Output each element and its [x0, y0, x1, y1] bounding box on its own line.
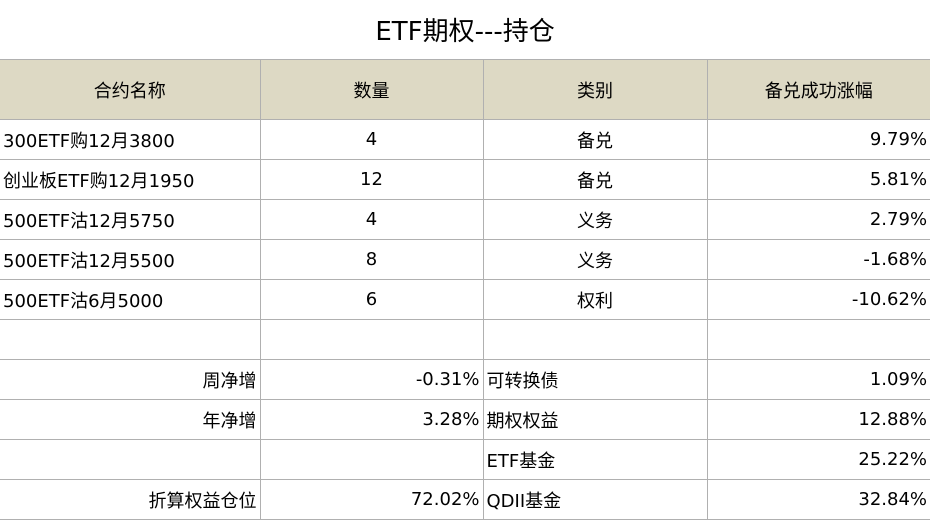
title: ETF期权---持仓: [0, 0, 930, 60]
header-cell: 合约名称: [0, 59, 261, 120]
gain: 5.81%: [706, 159, 930, 200]
category: 备兑: [482, 119, 708, 160]
position-row: 500ETF沽6月5000 6 权利 -10.62%: [0, 279, 930, 320]
position-row: 500ETF沽12月5750 4 义务 2.79%: [0, 199, 930, 240]
allocation-name: 期权权益: [482, 399, 708, 440]
gain: 2.79%: [706, 199, 930, 240]
empty-cell: [259, 439, 484, 480]
allocation-value: 25.22%: [706, 439, 930, 480]
gain: 9.79%: [706, 119, 930, 160]
contract-name: 300ETF购12月3800: [0, 119, 261, 160]
header-cell: 备兑成功涨幅: [706, 59, 930, 120]
summary-label: 年净增: [0, 399, 261, 440]
header-cell: 类别: [482, 59, 708, 120]
summary-label: 周净增: [0, 359, 261, 400]
empty-cell: [0, 319, 261, 360]
quantity: 4: [259, 199, 484, 240]
allocation-name: 可转换债: [482, 359, 708, 400]
summary-label: 折算权益仓位: [0, 479, 261, 520]
category: 备兑: [482, 159, 708, 200]
position-row: 创业板ETF购12月1950 12 备兑 5.81%: [0, 159, 930, 200]
position-row: 500ETF沽12月5500 8 义务 -1.68%: [0, 239, 930, 280]
empty-cell: [706, 319, 930, 360]
allocation-value: 1.09%: [706, 359, 930, 400]
position-row: 300ETF购12月3800 4 备兑 9.79%: [0, 119, 930, 160]
allocation-value: 32.84%: [706, 479, 930, 520]
empty-cell: [482, 319, 708, 360]
allocation-value: 12.88%: [706, 399, 930, 440]
contract-name: 500ETF沽12月5500: [0, 239, 261, 280]
category: 义务: [482, 199, 708, 240]
allocation-name: ETF基金: [482, 439, 708, 480]
contract-name: 500ETF沽12月5750: [0, 199, 261, 240]
quantity: 6: [259, 279, 484, 320]
summary-value: 72.02%: [259, 479, 484, 520]
positions: 300ETF购12月3800 4 备兑 9.79% 创业板ETF购12月1950 12 备兑…: [0, 119, 930, 320]
gain: -10.62%: [706, 279, 930, 320]
quantity: 4: [259, 119, 484, 160]
summary-value: 3.28%: [259, 399, 484, 440]
empty-cell: [259, 319, 484, 360]
gain: -1.68%: [706, 239, 930, 280]
category: 权利: [482, 279, 708, 320]
header-cell: 数量: [259, 59, 484, 120]
quantity: 12: [259, 159, 484, 200]
category: 义务: [482, 239, 708, 280]
contract-name: 创业板ETF购12月1950: [0, 159, 261, 200]
empty-cell: [0, 439, 261, 480]
quantity: 8: [259, 239, 484, 280]
allocation-name: QDII基金: [482, 479, 708, 520]
contract-name: 500ETF沽6月5000: [0, 279, 261, 320]
summary-value: -0.31%: [259, 359, 484, 400]
